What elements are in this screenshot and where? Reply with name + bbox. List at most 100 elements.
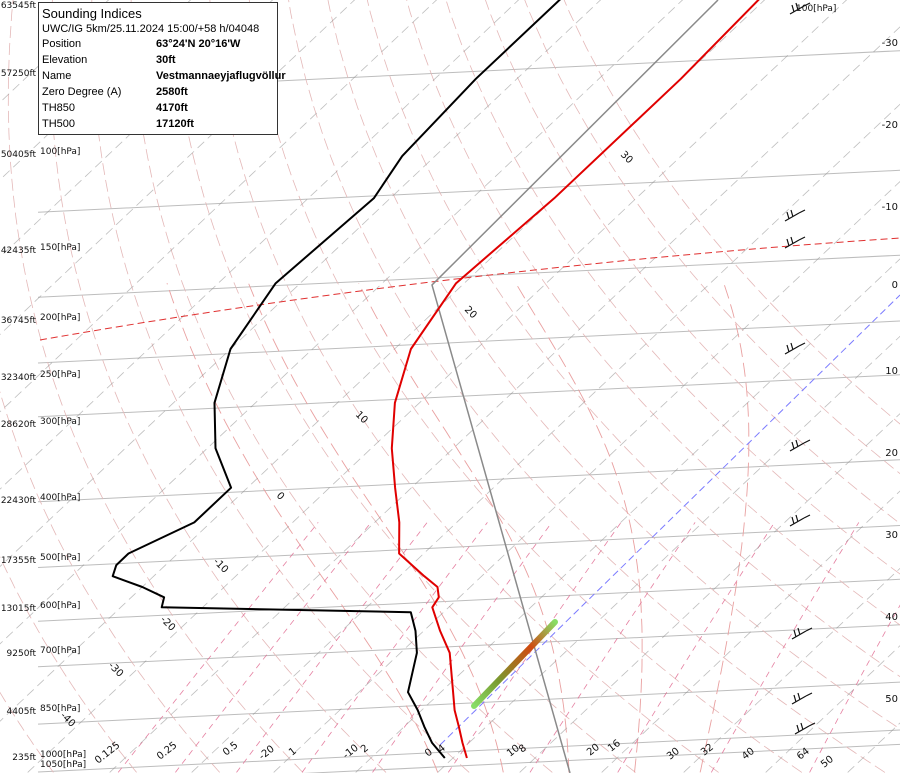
moist-adiabat-line xyxy=(515,282,643,773)
wind-barb xyxy=(789,514,805,527)
altitude-label: 57250ft xyxy=(1,69,37,79)
pressure-label-top-right: 100[hPa] xyxy=(796,4,836,14)
altitude-label: 63545ft xyxy=(1,1,37,11)
moist-adiabat-grid xyxy=(166,282,750,773)
altitude-label: 42435ft xyxy=(1,246,37,256)
isotherm-line xyxy=(601,490,900,773)
isobar-line xyxy=(37,374,900,418)
mixing-ratio-tick-label: 40 xyxy=(740,746,757,763)
index-row-th500: TH500 17120ft xyxy=(39,116,277,132)
reference-lines xyxy=(39,0,900,773)
isobar-line xyxy=(37,254,900,298)
moist-adiabat-line xyxy=(166,283,439,773)
dry-adiabat-line xyxy=(7,0,304,773)
dry-adiabat-line xyxy=(0,390,220,773)
isotherm-line xyxy=(847,722,900,773)
sounding-series xyxy=(111,0,760,759)
right-axis-label: 20 xyxy=(885,448,898,459)
isotherm-line xyxy=(355,258,900,773)
mixing-ratio-tick-label: 50 xyxy=(819,754,836,771)
altitude-label: 28620ft xyxy=(1,420,37,430)
dry-adiabat-line xyxy=(485,0,900,525)
index-label: TH500 xyxy=(42,118,76,130)
dry-adiabat-line xyxy=(0,691,54,773)
isotherm-label: 0 xyxy=(274,490,286,502)
index-value: 17120ft xyxy=(156,118,194,130)
index-row-th850: TH850 4170ft xyxy=(39,100,277,116)
wind-barb-shaft xyxy=(803,439,811,444)
wind-barb-shaft xyxy=(805,692,813,697)
wind-barb xyxy=(791,692,807,705)
isotherm-line xyxy=(519,413,900,773)
indices-title: Sounding Indices xyxy=(42,6,142,21)
dry-adiabat-line xyxy=(248,0,803,773)
pressure-label: 1050[hPa] xyxy=(40,760,86,770)
isobar-line xyxy=(37,320,900,364)
dry-adiabat-line xyxy=(366,0,900,678)
wind-barb xyxy=(789,439,805,452)
mixing-ratio-tick-label: -20 xyxy=(257,744,277,763)
dry-adiabat-line xyxy=(209,0,719,773)
dewpoint-line xyxy=(111,0,561,759)
mixing-ratio-line xyxy=(809,604,900,773)
index-label: Name xyxy=(42,70,72,82)
dry-adiabat-line xyxy=(0,556,137,773)
index-label: Elevation xyxy=(42,54,88,66)
right-axis-label: 50 xyxy=(885,694,898,705)
parcel-line xyxy=(431,0,719,773)
wind-barb xyxy=(794,722,810,735)
altitude-label: 36745ft xyxy=(1,316,37,326)
sounding-indices-box: Sounding Indices UWC/IG 5km/25.11.2024 1… xyxy=(38,2,286,135)
mixing-ratio-tick-label: 1 xyxy=(287,746,299,759)
isobar-line xyxy=(37,578,900,622)
index-value: 4170ft xyxy=(156,102,188,114)
isotherm-line xyxy=(273,181,900,773)
zero-degree-line xyxy=(39,237,900,341)
pressure-label: 200[hPa] xyxy=(40,313,80,323)
lifted-parcel-segment xyxy=(471,619,558,709)
wind-barb xyxy=(784,236,800,249)
wind-barb xyxy=(791,627,807,640)
dry-adiabat-line xyxy=(288,0,886,773)
right-axis-label: 40 xyxy=(885,612,898,623)
wind-barb-shaft xyxy=(805,627,813,632)
mixing-ratio-line xyxy=(372,522,553,773)
lcl-reference-line xyxy=(439,294,900,746)
pressure-label: 150[hPa] xyxy=(40,243,80,253)
pressure-label: 700[hPa] xyxy=(40,646,80,656)
isobar-line xyxy=(37,729,900,773)
pressure-label: 500[hPa] xyxy=(40,553,80,563)
right-axis-label: 30 xyxy=(885,530,898,541)
isotherm-line xyxy=(683,567,900,773)
isobar-line xyxy=(37,624,900,668)
wind-barb xyxy=(784,342,800,355)
mixing-ratio-line xyxy=(529,522,696,773)
index-row-position: Position 63°24'N 20°16'W xyxy=(39,36,277,52)
dry-adiabat-line xyxy=(563,0,900,425)
isotherm-label: 10 xyxy=(353,409,370,426)
moist-adiabat-line xyxy=(358,282,570,773)
altitude-label: 4405ft xyxy=(7,707,37,717)
dry-adiabat-line xyxy=(327,0,900,730)
altitude-label: 235ft xyxy=(12,753,36,763)
temperature-line xyxy=(390,0,760,759)
altitude-label: 13015ft xyxy=(1,604,37,614)
altitude-label: 50405ft xyxy=(1,150,37,160)
right-axis-label: -20 xyxy=(882,120,898,131)
pressure-label: 100[hPa] xyxy=(40,147,80,157)
isobar-line xyxy=(37,681,900,725)
mixing-ratio-tick-label: 30 xyxy=(665,746,682,763)
index-row-name: Name Vestmannaeyjaflugvöllur xyxy=(39,68,286,84)
mixing-ratio-tick-label: 4 xyxy=(436,743,448,756)
dry-adiabat-line xyxy=(50,0,387,773)
wind-barb xyxy=(784,209,800,222)
dry-adiabat-line xyxy=(91,0,470,773)
mixing-ratio-line xyxy=(175,522,372,773)
mixing-ratio-tick-label: 0 xyxy=(423,747,435,760)
isotherm-label: 30 xyxy=(618,149,635,166)
